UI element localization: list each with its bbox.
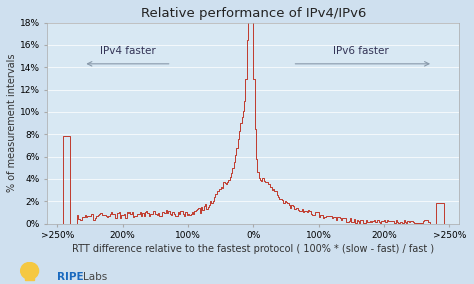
Text: IPv6 faster: IPv6 faster [333,46,389,56]
Bar [26,277,34,280]
Circle shape [21,262,38,279]
Text: RIPE: RIPE [57,272,83,282]
Text: IPv4 faster: IPv4 faster [100,46,155,56]
X-axis label: RTT difference relative to the fastest protocol ( 100% * (slow - fast) / fast ): RTT difference relative to the fastest p… [72,244,434,254]
Y-axis label: % of measurement intervals: % of measurement intervals [7,54,17,192]
Text: Labs: Labs [83,272,107,282]
Title: Relative performance of IPv4/IPv6: Relative performance of IPv4/IPv6 [141,7,366,20]
